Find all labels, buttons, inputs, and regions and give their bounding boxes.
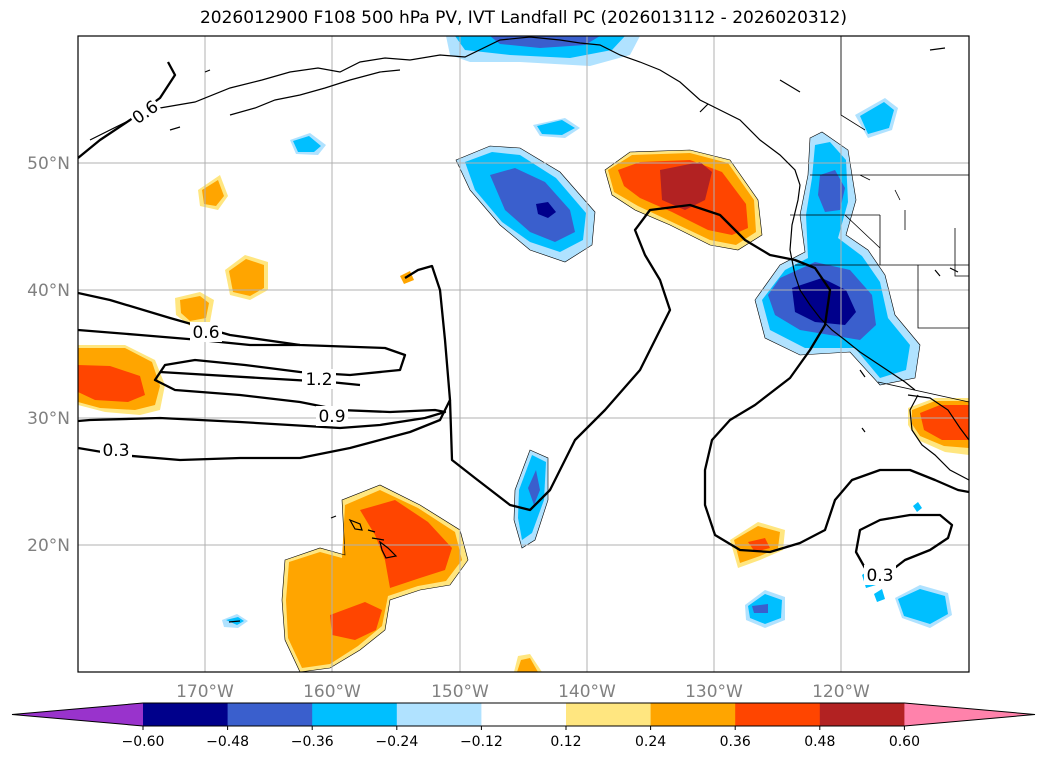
lon-label: 170°W bbox=[176, 682, 234, 702]
colorbar-tick-label: −0.24 bbox=[375, 734, 418, 750]
lon-label: 150°W bbox=[431, 682, 489, 702]
contour-label: 0.3 bbox=[102, 441, 129, 461]
gridlines bbox=[78, 36, 969, 672]
contour-label: 0.6 bbox=[192, 323, 219, 343]
colorbar-extend-high bbox=[904, 703, 1035, 726]
colorbar-segment bbox=[396, 703, 482, 726]
lat-label: 40°N bbox=[27, 281, 70, 301]
colorbar-tick-label: −0.48 bbox=[206, 734, 249, 750]
colorbar-segment bbox=[650, 703, 736, 726]
colorbar-tick-label: −0.60 bbox=[122, 734, 165, 750]
political-borders bbox=[790, 36, 969, 403]
colorbar-segment bbox=[735, 703, 821, 726]
colorbar-tick-label: 0.24 bbox=[635, 734, 666, 750]
positive-ivt-shading bbox=[78, 150, 969, 672]
colorbar-segment bbox=[481, 703, 567, 726]
colorbar-segment bbox=[819, 703, 905, 726]
colorbar-tick-label: 0.60 bbox=[889, 734, 920, 750]
lon-axis-labels: 170°W 160°W 150°W 140°W 130°W 120°W bbox=[176, 682, 870, 702]
negative-ivt-shading bbox=[222, 36, 952, 628]
colorbar-tick-label: 0.36 bbox=[720, 734, 751, 750]
contour-label: 0.3 bbox=[866, 566, 893, 586]
contour-label: 1.2 bbox=[305, 370, 332, 390]
colorbar: −0.60 −0.48 −0.36 −0.24 −0.12 0.12 0.24 0.36 0.4… bbox=[11, 702, 1036, 750]
lon-label: 120°W bbox=[812, 682, 870, 702]
colorbar-tick-label: −0.36 bbox=[291, 734, 334, 750]
colorbar-segment bbox=[227, 703, 313, 726]
colorbar-tick-label: 0.12 bbox=[550, 734, 581, 750]
lat-label: 20°N bbox=[27, 536, 70, 556]
map-title: 2026012900 F108 500 hPa PV, IVT Landfall… bbox=[199, 8, 847, 28]
colorbar-segment bbox=[312, 703, 398, 726]
map-area: 0.6 0.6 1.2 0.9 0.3 0.3 bbox=[78, 36, 969, 672]
colorbar-segment bbox=[566, 703, 652, 726]
shading-outlines bbox=[281, 131, 921, 672]
lat-axis-labels: 50°N 40°N 30°N 20°N bbox=[27, 154, 70, 556]
colorbar-tick-label: −0.12 bbox=[460, 734, 503, 750]
colorbar-tick-label: 0.48 bbox=[804, 734, 835, 750]
coastlines bbox=[89, 36, 969, 623]
lon-label: 160°W bbox=[303, 682, 361, 702]
map-frame bbox=[77, 35, 970, 673]
colorbar-segment bbox=[143, 703, 229, 726]
lon-label: 140°W bbox=[558, 682, 616, 702]
contour-label: 0.9 bbox=[318, 407, 345, 427]
lat-label: 50°N bbox=[27, 154, 70, 174]
lon-label: 130°W bbox=[685, 682, 743, 702]
lat-label: 30°N bbox=[27, 409, 70, 429]
colorbar-extend-low bbox=[12, 703, 143, 726]
